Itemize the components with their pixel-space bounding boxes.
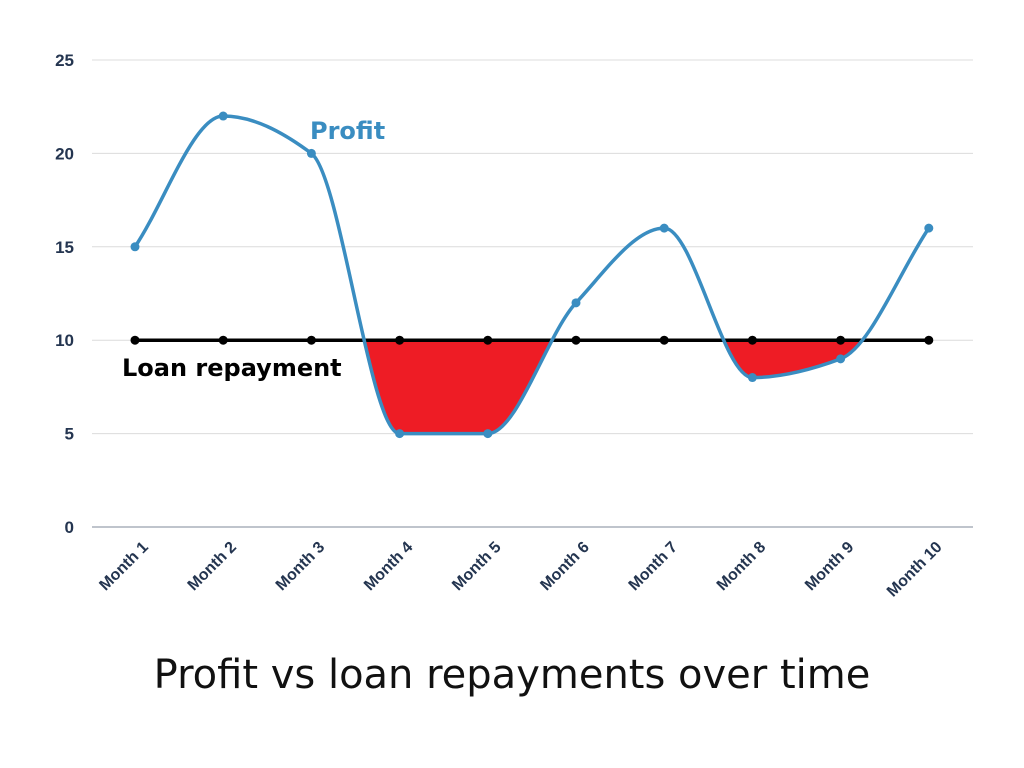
x-tick-label: Month 10: [884, 539, 946, 601]
x-tick-label: Month 4: [361, 539, 416, 594]
profit-point: [836, 354, 846, 364]
x-tick-label: Month 9: [802, 539, 857, 594]
shortfall-areas: [364, 340, 863, 434]
loan-repayment-point: [306, 335, 316, 345]
x-tick-label: Month 8: [714, 539, 769, 594]
x-tick-label: Month 7: [626, 539, 681, 594]
loan-repayment-point: [747, 335, 757, 345]
y-tick-label: 10: [55, 331, 74, 350]
y-axis-ticks: 0 5 10 15 20 25: [55, 51, 74, 537]
loan-series-label: Loan repayment: [122, 354, 342, 382]
profit-point: [306, 148, 316, 158]
loan-repayment-point: [130, 335, 140, 345]
loan-repayment-point: [924, 335, 934, 345]
shortfall-area: [364, 340, 863, 434]
loan-repayment-point: [836, 335, 846, 345]
y-tick-label: 20: [55, 144, 74, 163]
series-lines: [133, 114, 931, 436]
x-tick-label: Month 3: [273, 539, 328, 594]
profit-point: [659, 223, 669, 233]
profit-point: [747, 373, 757, 383]
y-tick-label: 0: [65, 518, 74, 537]
profit-point: [218, 111, 228, 121]
x-tick-label: Month 5: [449, 539, 504, 594]
y-tick-label: 5: [65, 425, 74, 444]
profit-point: [924, 223, 934, 233]
series-points: [130, 111, 934, 439]
profit-line: [133, 114, 931, 436]
profit-point: [571, 298, 581, 308]
x-tick-label: Month 6: [537, 539, 592, 594]
loan-repayment-point: [218, 335, 228, 345]
loan-repayment-point: [571, 335, 581, 345]
y-tick-label: 15: [55, 238, 74, 257]
profit-point: [130, 242, 140, 252]
y-tick-label: 25: [55, 51, 74, 70]
x-tick-label: Month 2: [185, 539, 240, 594]
profit-point: [395, 429, 405, 439]
chart-title: Profit vs loan repayments over time: [153, 652, 871, 698]
profit-point: [483, 429, 493, 439]
loan-repayment-point: [483, 335, 493, 345]
profit-series-label: Profit: [310, 117, 385, 145]
grid-lines: [92, 59, 973, 528]
x-axis-ticks: Month 1 Month 2 Month 3 Month 4 Month 5 Month…: [96, 539, 945, 601]
loan-repayment-point: [659, 335, 669, 345]
loan-repayment-point: [395, 335, 405, 345]
x-tick-label: Month 1: [96, 539, 151, 594]
